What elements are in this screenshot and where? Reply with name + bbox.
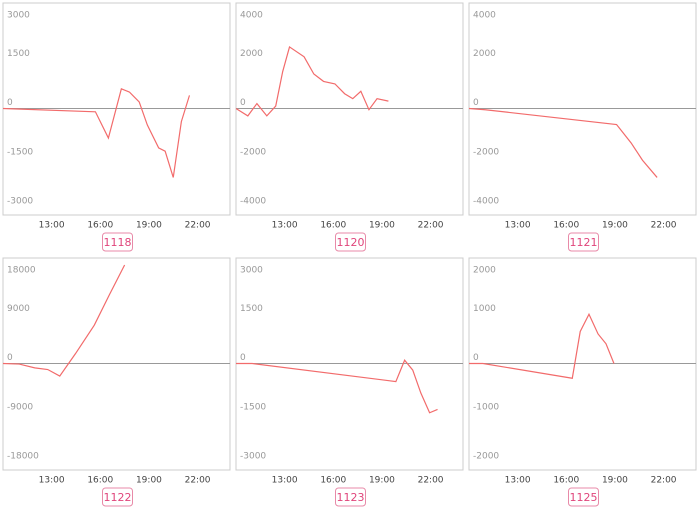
y-tick-label: 0 [7, 353, 13, 363]
x-tick-label: 13:00 [39, 221, 65, 231]
x-tick-label: 19:00 [369, 221, 395, 231]
y-tick-label: 9000 [7, 304, 30, 314]
y-tick-label: -2000 [473, 147, 499, 157]
y-tick-label: 4000 [240, 11, 263, 21]
x-tick-label: 16:00 [553, 476, 579, 486]
panel-title[interactable]: 1123 [337, 491, 365, 504]
x-tick-label: 13:00 [272, 476, 298, 486]
x-tick-label: 22:00 [651, 476, 677, 486]
x-tick-label: 19:00 [602, 476, 628, 486]
y-tick-label: 0 [7, 98, 13, 108]
x-tick-label: 13:00 [505, 476, 531, 486]
panel-title[interactable]: 1118 [104, 236, 132, 249]
y-tick-label: 0 [473, 98, 479, 108]
panel-button[interactable] [568, 232, 599, 252]
y-tick-label: 1000 [473, 304, 496, 314]
y-tick-label: -1500 [7, 147, 33, 157]
y-tick-label: 3000 [240, 266, 263, 276]
y-tick-label: 0 [240, 98, 246, 108]
panel-title[interactable]: 1125 [570, 491, 598, 504]
panel-button[interactable] [568, 487, 599, 507]
y-tick-label: 0 [473, 353, 479, 363]
y-tick-label: 1500 [7, 49, 30, 59]
y-tick-label: -4000 [240, 197, 266, 207]
x-tick-label: 16:00 [87, 476, 113, 486]
y-tick-label: -3000 [240, 452, 266, 462]
panel-title[interactable]: 1120 [337, 236, 365, 249]
y-tick-label: 2000 [240, 49, 263, 59]
x-tick-label: 19:00 [136, 221, 162, 231]
panel-button[interactable] [335, 487, 366, 507]
y-tick-label: 2000 [473, 49, 496, 59]
x-tick-label: 16:00 [87, 221, 113, 231]
y-tick-label: 0 [240, 353, 246, 363]
data-line [236, 359, 438, 414]
y-tick-label: 3000 [7, 11, 30, 21]
y-tick-label: -3000 [7, 197, 33, 207]
data-line [468, 107, 658, 178]
y-tick-label: -2000 [240, 147, 266, 157]
panel-title[interactable]: 1122 [104, 491, 132, 504]
panel-button[interactable] [102, 487, 133, 507]
data-line [235, 45, 389, 117]
y-tick-label: 2000 [473, 266, 496, 276]
x-tick-label: 13:00 [505, 221, 531, 231]
panel-button[interactable] [102, 232, 133, 252]
x-tick-label: 22:00 [185, 476, 211, 486]
y-tick-label: 1500 [240, 304, 263, 314]
x-tick-label: 22:00 [185, 221, 211, 231]
y-tick-label: -2000 [473, 452, 499, 462]
y-tick-label: -9000 [7, 402, 33, 412]
y-tick-label: 4000 [473, 11, 496, 21]
x-tick-label: 19:00 [369, 476, 395, 486]
x-tick-label: 22:00 [418, 476, 444, 486]
y-tick-label: -1500 [240, 402, 266, 412]
panel-title[interactable]: 1121 [570, 236, 598, 249]
x-tick-label: 16:00 [553, 221, 579, 231]
data-line [2, 264, 126, 377]
y-tick-label: 18000 [7, 266, 36, 276]
x-tick-label: 22:00 [418, 221, 444, 231]
x-tick-label: 19:00 [136, 476, 162, 486]
x-tick-label: 16:00 [320, 221, 346, 231]
x-tick-label: 19:00 [602, 221, 628, 231]
y-tick-label: -4000 [473, 197, 499, 207]
data-line [2, 87, 191, 178]
y-tick-label: -18000 [7, 452, 39, 462]
panel-button[interactable] [335, 232, 366, 252]
x-tick-label: 16:00 [320, 476, 346, 486]
y-tick-label: -1000 [473, 402, 499, 412]
x-tick-label: 22:00 [651, 221, 677, 231]
data-line [469, 312, 615, 379]
x-tick-label: 13:00 [39, 476, 65, 486]
x-tick-label: 13:00 [272, 221, 298, 231]
